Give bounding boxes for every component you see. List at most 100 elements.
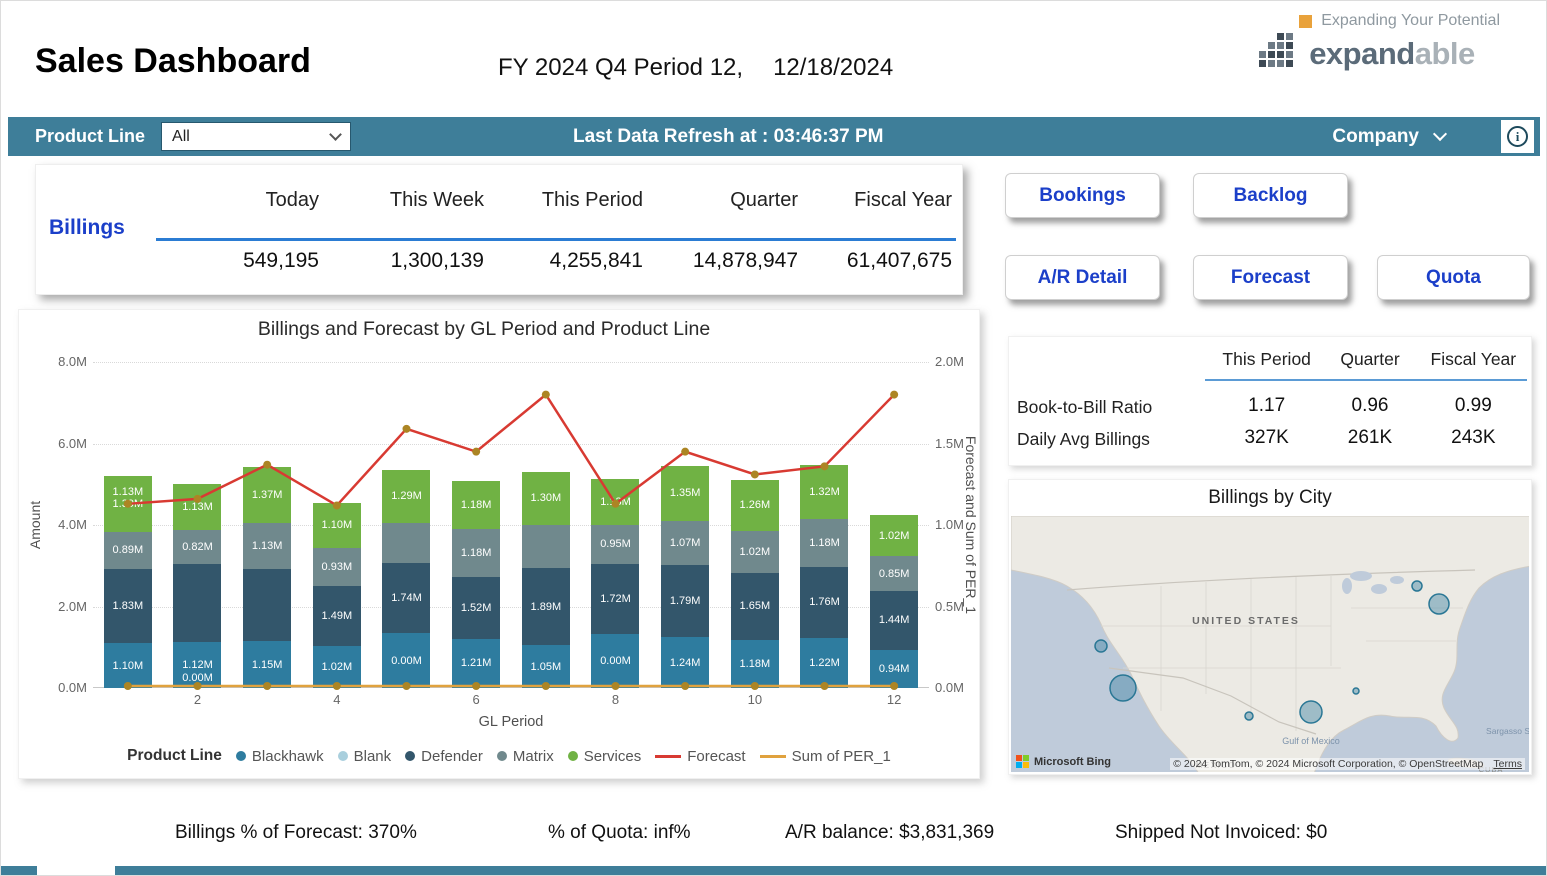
forecast-line-marker[interactable] <box>890 390 899 399</box>
forecast-line-marker[interactable] <box>263 460 272 469</box>
kpi-value-quarter: 14,878,947 <box>692 249 798 272</box>
legend-item-blackhawk[interactable]: Blackhawk <box>235 748 324 765</box>
per1-line-marker[interactable] <box>820 682 829 690</box>
bar-segment-defender[interactable]: 1.44M <box>870 591 919 650</box>
bar-segment-blackhawk[interactable]: 0.94M <box>870 649 919 688</box>
bar-segment-defender[interactable]: 1.89M <box>521 568 570 646</box>
bar-segment-matrix[interactable]: 1.18M <box>452 528 501 577</box>
bar-segment-services[interactable]: 1.29M <box>382 470 431 523</box>
chart-plot[interactable]: 1.10M1.83M0.89M1.39M1.12M0.82M1.13M1.15M… <box>93 362 929 690</box>
legend-item-defender[interactable]: Defender <box>405 748 483 765</box>
per1-line-marker[interactable] <box>750 682 759 690</box>
terms-link[interactable]: Terms <box>1493 758 1522 770</box>
bar-segment-matrix[interactable]: 0.95M <box>591 525 640 564</box>
per1-line-marker[interactable] <box>123 682 132 690</box>
city-bubble[interactable] <box>1299 700 1323 724</box>
per1-line-marker[interactable] <box>332 682 341 690</box>
bar-segment-services[interactable]: 1.10M <box>312 503 361 548</box>
bar-segment-services[interactable]: 1.37M <box>243 466 292 523</box>
bar-segment-blackhawk[interactable]: 1.24M <box>661 637 710 688</box>
bar-segment-blackhawk[interactable]: 1.21M <box>452 638 501 688</box>
forecast-line-marker[interactable] <box>123 499 132 508</box>
per1-line-marker[interactable] <box>681 682 690 690</box>
bar-segment-matrix[interactable]: 1.13M <box>243 522 292 569</box>
city-bubble[interactable] <box>1411 580 1423 592</box>
bar-segment-defender[interactable]: 1.52M <box>452 576 501 639</box>
city-bubble[interactable] <box>1244 711 1254 721</box>
bookings-button[interactable]: Bookings <box>1005 173 1160 218</box>
bar-segment-matrix[interactable]: 1.07M <box>661 520 710 565</box>
us-map[interactable]: UNITED STATES MEXICO CUBA Gulf of Mexico… <box>1011 516 1529 772</box>
bar-segment-matrix[interactable]: 0.89M <box>103 532 152 569</box>
bar-segment-blackhawk[interactable]: 1.22M <box>800 638 849 688</box>
per1-line-marker[interactable] <box>193 682 202 690</box>
bar-segment-services[interactable]: 1.02M <box>870 514 919 557</box>
legend-item-matrix[interactable]: Matrix <box>496 748 554 765</box>
bar-segment-matrix[interactable]: 0.85M <box>870 556 919 592</box>
per1-line-marker[interactable] <box>611 682 620 690</box>
bar-segment-blackhawk[interactable]: 1.02M <box>312 646 361 688</box>
bar-segment-defender[interactable]: 1.79M <box>661 564 710 638</box>
per1-line-marker[interactable] <box>890 682 899 690</box>
backlog-button[interactable]: Backlog <box>1193 173 1348 218</box>
per1-line-marker[interactable] <box>263 682 272 690</box>
bar-segment-defender[interactable]: 1.72M <box>591 563 640 634</box>
bar-segment-defender[interactable]: 1.76M <box>800 566 849 639</box>
bar-segment-defender[interactable]: 1.83M <box>103 568 152 644</box>
bar-segment-blackhawk[interactable]: 0.00M <box>591 633 640 688</box>
bar-segment-blackhawk[interactable]: 1.05M <box>521 645 570 688</box>
billings-map[interactable]: UNITED STATES MEXICO CUBA Gulf of Mexico… <box>1011 516 1529 772</box>
per1-line-marker[interactable] <box>402 682 411 690</box>
bar-segment-matrix[interactable] <box>521 524 570 569</box>
x-axis-tick: 4 <box>333 692 341 707</box>
bar-segment-matrix[interactable]: 1.18M <box>800 518 849 567</box>
forecast-line-marker[interactable] <box>193 494 202 503</box>
forecast-line-marker[interactable] <box>681 447 690 456</box>
city-bubble[interactable] <box>1352 687 1360 695</box>
city-bubble[interactable] <box>1094 639 1108 653</box>
info-button[interactable]: i <box>1501 120 1534 153</box>
bar-segment-blackhawk[interactable]: 0.00M <box>382 633 431 688</box>
ar-detail-button[interactable]: A/R Detail <box>1005 255 1160 300</box>
bar-segment-defender[interactable]: 1.49M <box>312 585 361 647</box>
per1-line-marker[interactable] <box>541 682 550 690</box>
forecast-line-marker[interactable] <box>332 501 341 510</box>
bar-period-4: 1.02M 1.49M 0.93M 1.10M <box>302 362 372 688</box>
bar-segment-matrix[interactable]: 0.82M <box>173 530 222 564</box>
bar-segment-defender[interactable]: 1.74M <box>382 562 431 634</box>
legend-item-forecast[interactable]: Forecast <box>655 748 746 765</box>
forecast-line-marker[interactable] <box>402 424 411 433</box>
bar-segment-services[interactable]: 1.32M <box>800 464 849 519</box>
forecast-button[interactable]: Forecast <box>1193 255 1348 300</box>
forecast-line-marker[interactable] <box>820 462 829 471</box>
bar-segment-defender[interactable] <box>243 568 292 642</box>
legend-item-sum-of-per_1[interactable]: Sum of PER_1 <box>759 748 891 765</box>
horizontal-scrollbar[interactable] <box>115 866 1547 876</box>
bar-segment-services[interactable]: 1.35M <box>661 465 710 521</box>
bar-segment-matrix[interactable]: 1.02M <box>730 531 779 573</box>
forecast-line-marker[interactable] <box>541 390 550 399</box>
quota-button[interactable]: Quota <box>1377 255 1530 300</box>
bar-segment-blackhawk[interactable]: 1.15M <box>243 641 292 688</box>
bar-segment-blackhawk[interactable]: 1.10M <box>103 643 152 688</box>
legend-item-blank[interactable]: Blank <box>337 748 391 765</box>
city-bubble[interactable] <box>1428 593 1450 615</box>
bar-segment-services[interactable]: 1.26M <box>730 479 779 532</box>
bar-segment-matrix[interactable] <box>382 522 431 563</box>
bar-segment-defender[interactable]: 1.65M <box>730 572 779 640</box>
forecast-line[interactable] <box>127 392 896 508</box>
forecast-line-marker[interactable] <box>472 447 481 456</box>
bar-segment-blackhawk[interactable]: 1.12M <box>173 642 222 688</box>
company-selector[interactable]: Company <box>1332 126 1448 148</box>
forecast-line-marker[interactable] <box>611 499 620 508</box>
per1-line-marker[interactable] <box>472 682 481 690</box>
bar-segment-blackhawk[interactable]: 1.18M <box>730 639 779 688</box>
forecast-line-marker[interactable] <box>750 470 759 479</box>
city-bubble[interactable] <box>1109 674 1137 702</box>
legend-item-services[interactable]: Services <box>567 748 641 765</box>
bar-segment-services[interactable]: 1.18M <box>452 480 501 529</box>
product-line-dropdown[interactable]: All <box>161 122 352 151</box>
bar-segment-services[interactable]: 1.30M <box>521 471 570 525</box>
bar-segment-defender[interactable] <box>173 563 222 643</box>
bar-segment-matrix[interactable]: 0.93M <box>312 547 361 586</box>
